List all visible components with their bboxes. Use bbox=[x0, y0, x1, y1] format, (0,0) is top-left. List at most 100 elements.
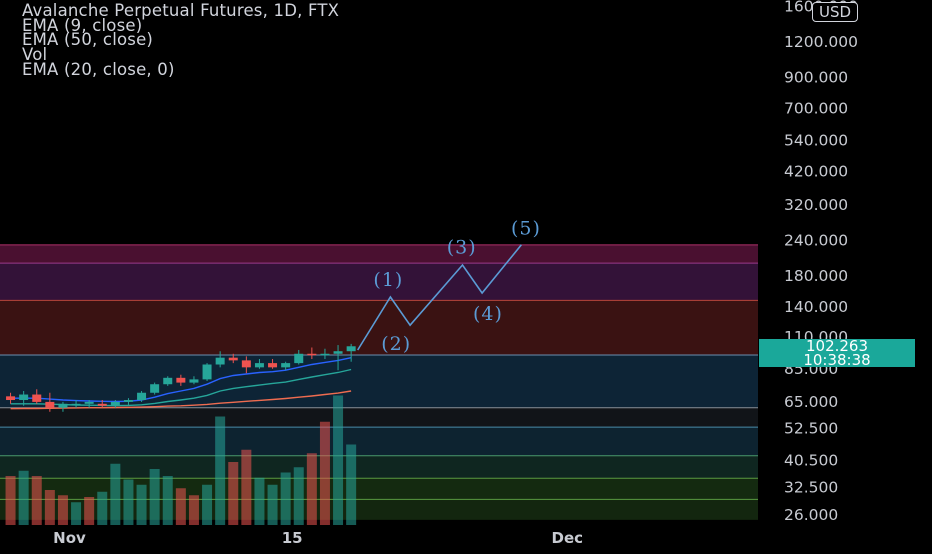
ema-fast-line bbox=[10, 357, 352, 403]
candle-body bbox=[110, 401, 120, 406]
price-tick-label: 1200.000 bbox=[784, 33, 858, 51]
price-tick-label: 52.500 bbox=[784, 419, 838, 437]
price-axis: 1600.0001200.000900.000700.000540.000420… bbox=[758, 0, 932, 550]
fib-band bbox=[0, 478, 758, 500]
volume-bar bbox=[346, 444, 357, 525]
volume-bar bbox=[280, 472, 291, 525]
volume-bar bbox=[202, 484, 213, 525]
volume-bar bbox=[18, 470, 29, 525]
volume-bar bbox=[149, 469, 160, 525]
price-tick-label: 240.000 bbox=[784, 232, 848, 250]
volume-bars bbox=[5, 395, 357, 525]
price-axis-bg bbox=[758, 0, 932, 550]
candle-body bbox=[202, 364, 212, 380]
fib-band bbox=[0, 300, 758, 356]
last-price: 102.263 bbox=[805, 337, 869, 355]
volume-bar bbox=[5, 476, 16, 525]
volume-bar bbox=[84, 497, 95, 525]
price-tick-label: 540.000 bbox=[784, 132, 848, 150]
last-price-badge: 102.263 10:38:38 bbox=[759, 339, 915, 367]
time-tick-label: Nov bbox=[53, 529, 86, 547]
volume-bar bbox=[175, 488, 186, 525]
bar-countdown: 10:38:38 bbox=[803, 350, 871, 369]
indicator-ema-50[interactable]: EMA (50, close) bbox=[22, 30, 154, 50]
price-tick-label: 180.000 bbox=[784, 267, 848, 285]
indicator-ema-9[interactable]: EMA (9, close) bbox=[22, 15, 143, 35]
volume-bar bbox=[267, 484, 278, 525]
wave-label: (4) bbox=[473, 303, 503, 325]
time-tick-label: Dec bbox=[552, 529, 584, 547]
candle-body bbox=[150, 384, 160, 393]
candle-body bbox=[97, 403, 107, 406]
wave-label: (5) bbox=[511, 218, 541, 240]
volume-bar bbox=[215, 416, 226, 525]
candle-body bbox=[215, 357, 225, 365]
time-axis: Nov 15 Dec bbox=[0, 525, 932, 550]
volume-bar bbox=[306, 453, 317, 525]
indicator-ema-20[interactable]: EMA (20, close, 0) bbox=[22, 59, 175, 79]
candles bbox=[6, 343, 356, 412]
elliott-wave: (1) (2) (3) (4) (5) bbox=[357, 218, 541, 355]
ema-slow-line bbox=[10, 390, 352, 410]
currency-button[interactable]: USD bbox=[812, 2, 859, 22]
candle-body bbox=[254, 363, 264, 368]
fib-band bbox=[0, 455, 758, 479]
volume-bar bbox=[123, 479, 134, 525]
candle-body bbox=[45, 401, 55, 408]
volume-bar bbox=[110, 463, 121, 525]
price-tick-label: 420.000 bbox=[784, 163, 848, 181]
fib-band bbox=[0, 263, 758, 301]
candle-body bbox=[320, 353, 330, 356]
fib-band bbox=[0, 244, 758, 264]
volume-bar bbox=[333, 395, 344, 525]
chart-legend: Avalanche Perpetual Futures, 1D, FTX EMA… bbox=[22, 1, 340, 79]
candle-body bbox=[58, 403, 68, 408]
candle-body bbox=[241, 360, 251, 368]
volume-bar bbox=[71, 502, 82, 525]
volume-bar bbox=[136, 484, 147, 525]
candle-body bbox=[281, 363, 291, 368]
volume-bar bbox=[254, 477, 265, 525]
volume-bar bbox=[228, 462, 239, 525]
fib-band bbox=[0, 407, 758, 428]
price-tick-label: 32.500 bbox=[784, 478, 838, 496]
candle-body bbox=[163, 377, 173, 385]
volume-bar bbox=[241, 449, 252, 525]
candle-body bbox=[268, 363, 278, 368]
volume-bar bbox=[293, 467, 304, 525]
volume-bar bbox=[44, 490, 55, 525]
price-tick-label: 26.000 bbox=[784, 506, 838, 524]
candle-body bbox=[346, 346, 356, 352]
candle-body bbox=[294, 353, 304, 364]
price-tick-label: 320.000 bbox=[784, 196, 848, 214]
price-tick-label: 65.000 bbox=[784, 393, 838, 411]
candle-body bbox=[71, 403, 81, 406]
fib-band bbox=[0, 355, 758, 408]
price-tick-label: 900.000 bbox=[784, 69, 848, 87]
candle-body bbox=[307, 353, 317, 356]
candle-body bbox=[137, 392, 147, 401]
candle-body bbox=[228, 357, 238, 361]
price-tick-label: 40.500 bbox=[784, 451, 838, 469]
candle-body bbox=[333, 351, 343, 354]
volume-bar bbox=[97, 491, 108, 525]
time-tick-label: 15 bbox=[282, 529, 303, 547]
candle-body bbox=[6, 396, 16, 401]
price-tick-label: 700.000 bbox=[784, 100, 848, 118]
wave-label: (1) bbox=[373, 269, 403, 291]
elliott-wave-line[interactable] bbox=[357, 244, 523, 351]
volume-bar bbox=[188, 495, 199, 525]
time-axis-bg bbox=[0, 525, 932, 550]
indicator-vol[interactable]: Vol bbox=[22, 45, 48, 65]
volume-bar bbox=[57, 495, 68, 525]
volume-bar bbox=[162, 476, 173, 525]
candle-body bbox=[32, 394, 42, 402]
fib-bands bbox=[0, 244, 758, 520]
wave-label: (2) bbox=[381, 333, 411, 355]
fib-band bbox=[0, 427, 758, 456]
wave-label: (3) bbox=[447, 237, 477, 259]
symbol-title[interactable]: Avalanche Perpetual Futures, 1D, FTX bbox=[22, 1, 340, 20]
volume-bar bbox=[319, 421, 330, 525]
